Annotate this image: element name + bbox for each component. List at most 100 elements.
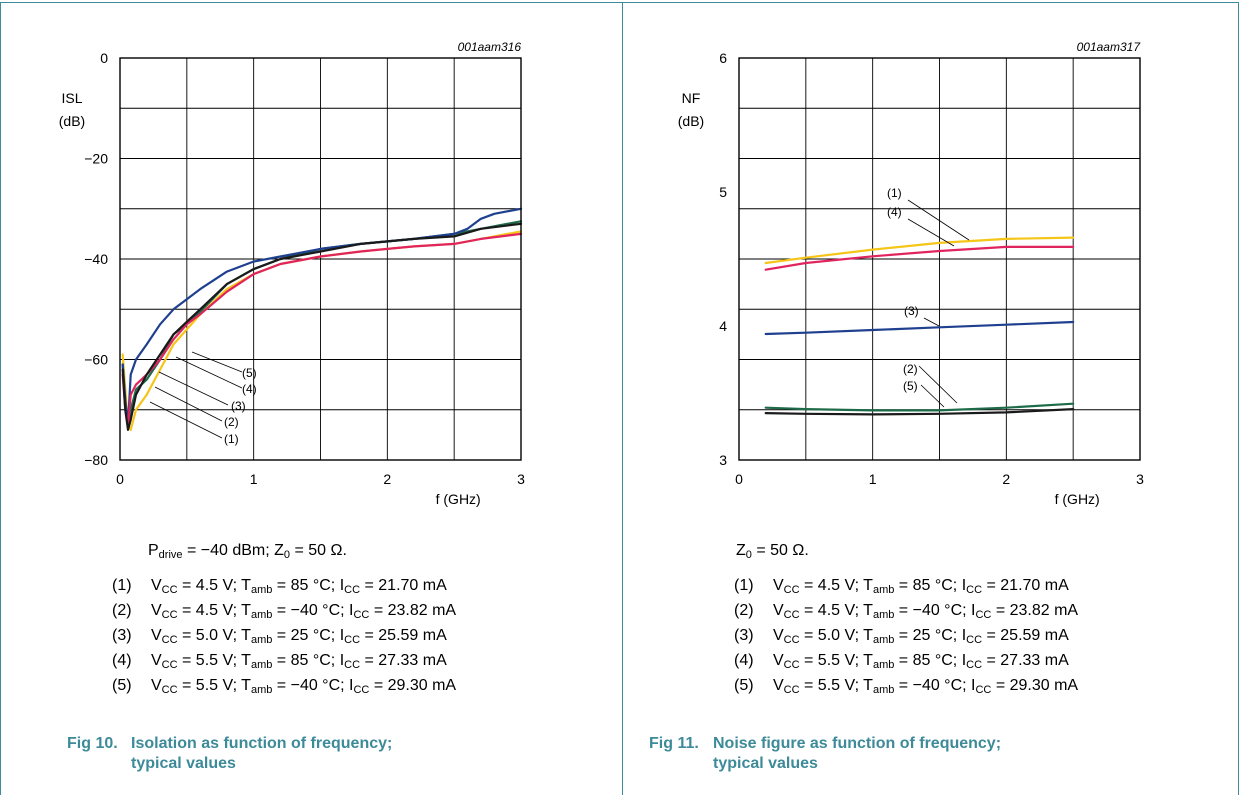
condition-text: = 50 Ω. (290, 542, 347, 559)
icc-value: 29.30 mA (387, 677, 457, 694)
note-text: VCC = 5.0 V; Tamb = 25 °C; ICC = 25.59 m… (773, 627, 1069, 646)
symbol: V (773, 652, 784, 669)
icc-value: 21.70 mA (378, 577, 447, 594)
icc-value: 25.59 mA (1000, 627, 1069, 644)
subscript: CC (975, 609, 992, 621)
condition-subscript: drive (158, 549, 183, 561)
page-left-rule (0, 2, 1, 795)
icc-value: 29.30 mA (1009, 677, 1079, 694)
series-callout-5: (5) (903, 379, 918, 393)
series-callout-4: (4) (242, 382, 257, 396)
callout-leader (154, 386, 223, 422)
figure-11-panel: 001aam317 NF (dB) f (GHz) 0 1 2 3 6 5 4 … (619, 0, 1239, 795)
y-axis-unit: (dB) (678, 113, 704, 129)
subscript: CC (344, 634, 361, 646)
vcc-value: 5.5 V (817, 677, 855, 694)
icc-value: 27.33 mA (1000, 652, 1069, 669)
condition-text: Z (736, 542, 746, 559)
vcc-value: 5.5 V (817, 652, 855, 669)
series-line-3 (121, 207, 523, 426)
condition-text: P (148, 542, 159, 559)
y-tick-label: −80 (84, 452, 108, 468)
callout-leader (907, 218, 955, 247)
note-item: (4) VCC = 5.5 V; Tamb = 85 °C; ICC = 27.3… (734, 648, 1234, 673)
caption-line: typical values (131, 755, 236, 772)
symbol: T (241, 652, 251, 669)
symbol: I (339, 652, 345, 669)
x-tick-label: 0 (735, 471, 743, 487)
x-tick-label: 1 (869, 471, 877, 487)
y-tick-label: 0 (100, 50, 108, 66)
caption-line: typical values (713, 755, 818, 772)
note-item: (1) VCC = 4.5 V; Tamb = 85 °C; ICC = 21.7… (112, 573, 612, 598)
isolation-chart: 001aam316 ISL (dB) f (GHz) 0 1 2 3 0 −20… (59, 40, 525, 507)
subscript: CC (353, 609, 370, 621)
noise-figure-chart: 001aam317 NF (dB) f (GHz) 0 1 2 3 6 5 4 … (678, 40, 1144, 507)
symbol: V (773, 677, 784, 694)
note-item: (5) VCC = 5.5 V; Tamb = −40 °C; ICC = 29.… (734, 673, 1234, 698)
page-divider-rule (622, 2, 623, 795)
caption-line: Noise figure as function of frequency; (713, 735, 1002, 752)
condition-text: = 50 Ω. (751, 542, 809, 559)
subscript: CC (975, 684, 992, 696)
subscript: amb (250, 584, 273, 596)
measurement-condition: Pdrive = −40 dBm; Z0 = 50 Ω. (112, 538, 612, 563)
tamb-value: 85 °C (912, 652, 953, 669)
symbol: I (349, 602, 354, 619)
figure-code: 001aam316 (458, 40, 522, 54)
series-line-1 (764, 236, 1075, 265)
symbol: T (241, 627, 251, 644)
icc-value: 21.70 mA (1000, 577, 1069, 594)
symbol: T (863, 602, 873, 619)
vcc-value: 5.0 V (817, 627, 855, 644)
tamb-value: 25 °C (912, 627, 953, 644)
subscript: CC (783, 609, 800, 621)
x-tick-label: 3 (1136, 471, 1144, 487)
y-tick-label: 3 (719, 452, 727, 468)
series-callout-3: (3) (231, 399, 246, 413)
note-number: (3) (112, 627, 132, 644)
series-callout-5: (5) (242, 366, 257, 380)
note-text: VCC = 5.5 V; Tamb = 85 °C; ICC = 27.33 m… (773, 652, 1069, 671)
figure-10-caption: Fig 10. Isolation as function of frequen… (67, 734, 587, 776)
symbol: V (773, 577, 784, 594)
note-list: (1) VCC = 4.5 V; Tamb = 85 °C; ICC = 21.7… (734, 573, 1234, 698)
subscript: amb (872, 634, 895, 646)
note-text: VCC = 5.5 V; Tamb = −40 °C; ICC = 29.30 … (151, 677, 457, 696)
callout-leader (149, 401, 223, 439)
subscript: CC (161, 609, 178, 621)
subscript: CC (783, 684, 800, 696)
tamb-value: 85 °C (290, 652, 331, 669)
y-tick-label: −40 (84, 251, 108, 267)
icc-value: 23.82 mA (1009, 602, 1079, 619)
note-text: VCC = 4.5 V; Tamb = −40 °C; ICC = 23.82 … (151, 602, 457, 621)
note-number: (4) (112, 652, 132, 669)
series-line-5 (764, 408, 1075, 416)
y-tick-label: −20 (84, 151, 108, 167)
note-text: VCC = 4.5 V; Tamb = 85 °C; ICC = 21.70 m… (773, 577, 1069, 596)
note-number: (2) (734, 602, 754, 619)
subscript: CC (783, 584, 800, 596)
vcc-value: 4.5 V (195, 577, 233, 594)
series-callout-2: (2) (903, 362, 918, 376)
y-tick-label: 4 (719, 318, 727, 334)
symbol: T (863, 577, 873, 594)
note-number: (1) (112, 577, 132, 594)
subscript: CC (966, 659, 983, 671)
note-number: (4) (734, 652, 754, 669)
series-line-4 (764, 245, 1075, 271)
symbol: V (151, 577, 162, 594)
subscript: CC (161, 584, 178, 596)
tamb-value: 85 °C (912, 577, 953, 594)
series-callout-1: (1) (224, 432, 239, 446)
x-tick-label: 0 (116, 471, 124, 487)
symbol: T (863, 652, 873, 669)
subscript: CC (161, 659, 178, 671)
subscript: amb (250, 634, 273, 646)
subscript: amb (250, 684, 273, 696)
symbol: I (971, 602, 976, 619)
symbol: I (971, 677, 976, 694)
subscript: amb (872, 609, 895, 621)
condition-subscript: 0 (745, 549, 752, 561)
subscript: CC (344, 584, 361, 596)
